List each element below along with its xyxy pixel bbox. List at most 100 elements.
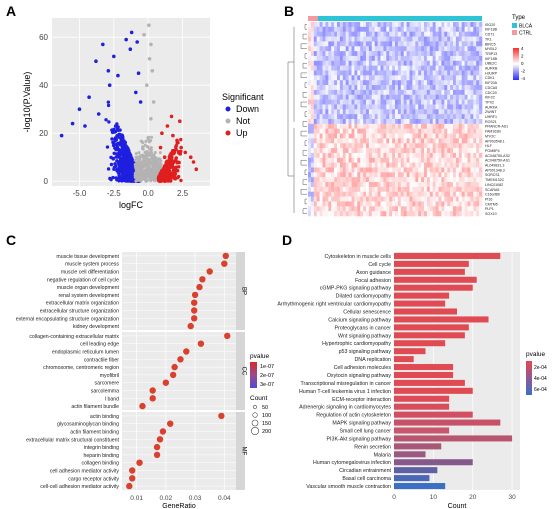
heatmap-cell [310, 206, 315, 212]
heatmap-cell [366, 138, 370, 144]
heatmap-cell [453, 211, 457, 217]
heatmap-cell [464, 162, 468, 168]
heatmap-cell [331, 99, 335, 105]
heatmap-cell [366, 152, 370, 159]
volcano-point-up [179, 178, 183, 183]
heatmap-cell [418, 123, 422, 129]
heatmap-cell [389, 41, 393, 47]
heatmap-cell [319, 31, 323, 37]
heatmap-cell [432, 51, 436, 57]
heatmap-cell [429, 177, 433, 183]
heatmap-cell [374, 211, 378, 217]
heatmap-cell [363, 109, 367, 115]
heatmap-cell [310, 128, 315, 134]
heatmap-cell [444, 114, 448, 120]
volcano-point-not [136, 155, 140, 159]
heatmap-cell [345, 191, 349, 197]
heatmap-cell [424, 60, 428, 66]
heatmap-cell [400, 196, 404, 202]
heatmap-cell [461, 60, 465, 66]
volcano-point-not [134, 152, 138, 156]
volcano-point-down [122, 165, 126, 170]
heatmap-cell [424, 177, 428, 183]
heatmap-cell [450, 85, 454, 91]
heatmap-cell [345, 128, 349, 134]
kegg-bar [394, 435, 513, 442]
heatmap-cell [310, 22, 315, 28]
heatmap-cell [339, 119, 344, 125]
heatmap-cell [374, 94, 378, 100]
heatmap-cell [400, 119, 404, 125]
heatmap-cell [354, 94, 358, 100]
heatmap-cell [377, 31, 381, 37]
heatmap-cell [424, 152, 428, 159]
heatmap-cell [368, 186, 373, 193]
heatmap-cell [322, 89, 326, 96]
heatmap-cell [386, 138, 390, 144]
heatmap-cell [310, 36, 315, 42]
heatmap-cell [409, 70, 413, 76]
volcano-point-not [147, 172, 152, 176]
heatmap-gene-label: KIF18B [485, 57, 498, 61]
volcano-point-up [179, 137, 183, 142]
heatmap-cell [360, 109, 364, 115]
heatmap-cell [458, 157, 462, 163]
heatmap-cell [310, 70, 315, 76]
heatmap-cell [360, 128, 364, 134]
heatmap-cell [342, 206, 346, 212]
heatmap-cell [470, 22, 474, 28]
volcano-point-not [137, 151, 141, 155]
heatmap-cell [461, 128, 465, 134]
heatmap-cell [351, 85, 355, 91]
heatmap-cell [441, 55, 445, 62]
heatmap-cell [461, 211, 465, 217]
heatmap-cell [426, 138, 431, 144]
volcano-point-up [158, 179, 162, 183]
heatmap-cell [455, 211, 460, 217]
heatmap-cell [421, 46, 425, 52]
heatmap-cell [424, 89, 428, 96]
heatmap-cell [397, 172, 402, 178]
heatmap-cell [441, 123, 445, 129]
heatmap-cell [397, 41, 402, 47]
heatmap-cell [435, 206, 439, 212]
heatmap-cell [325, 148, 329, 154]
heatmap-cell [319, 172, 323, 178]
heatmap-cell [447, 138, 451, 144]
heatmap-cell [392, 80, 396, 86]
heatmap-cell [444, 182, 448, 188]
heatmap-cell [392, 51, 396, 57]
heatmap-gene-label: KIF18B [485, 28, 498, 32]
heatmap-cell [453, 94, 457, 100]
heatmap-cell [432, 89, 436, 96]
volcano-point-up [169, 160, 174, 165]
heatmap-cell [334, 133, 338, 139]
heatmap-cell [319, 89, 323, 96]
heatmap-cell [470, 114, 474, 120]
heatmap-cell [455, 206, 460, 212]
heatmap-cell [383, 191, 387, 197]
heatmap-cell [308, 148, 312, 154]
heatmap-cell [386, 70, 390, 76]
heatmap-gene-label: PI16 [485, 197, 492, 201]
heatmap-cell [397, 123, 402, 129]
heatmap-cell [432, 191, 436, 197]
heatmap-cell [415, 152, 419, 159]
heatmap-cell [313, 167, 317, 173]
heatmap-cell [363, 123, 367, 129]
heatmap-cell [418, 70, 422, 76]
volcano-point-not [155, 167, 159, 171]
heatmap-cell [360, 85, 364, 91]
heatmap-cell [389, 128, 393, 134]
heatmap-cell [363, 89, 367, 96]
heatmap-cell [412, 162, 416, 168]
heatmap-cell [395, 128, 399, 134]
heatmap-cell [331, 133, 335, 139]
heatmap-cell [397, 211, 402, 217]
kegg-x-tick-label: 20 [469, 494, 477, 501]
heatmap-cell [374, 80, 378, 86]
volcano-point-up [175, 141, 179, 145]
heatmap-cell [438, 128, 442, 134]
go-term-label: kidney development [73, 324, 120, 330]
heatmap-cell [345, 162, 349, 168]
